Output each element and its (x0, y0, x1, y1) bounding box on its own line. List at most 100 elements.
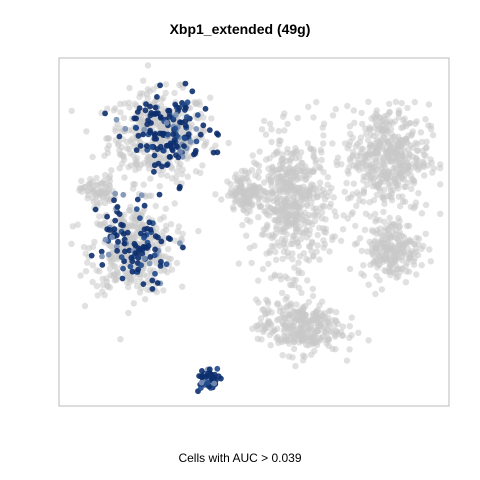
active-cell-point (121, 240, 128, 247)
background-cell-point (271, 271, 279, 278)
background-cell-point (379, 239, 386, 246)
background-cell-point (385, 121, 393, 128)
background-cell-point (162, 89, 169, 97)
background-cell-point (273, 317, 281, 324)
background-cell-point (90, 198, 98, 206)
background-cell-point (249, 152, 256, 159)
background-cell-point (358, 270, 365, 277)
background-cell-point (225, 139, 232, 147)
background-cell-point (81, 302, 89, 310)
background-cell-point (320, 120, 328, 128)
active-cell-point (147, 112, 154, 119)
background-cell-point (263, 210, 271, 218)
background-cell-point (276, 242, 283, 250)
background-cell-point (279, 320, 286, 328)
active-cell-point (137, 143, 144, 149)
background-cell-point (313, 308, 320, 315)
background-cell-point (106, 183, 114, 190)
background-cell-point (298, 289, 305, 297)
active-cell-point (133, 115, 140, 122)
active-cell-point (181, 143, 187, 150)
background-cell-point (358, 145, 365, 152)
background-cell-point (386, 109, 393, 116)
background-cell-point (320, 312, 327, 319)
background-cell-point (200, 114, 207, 121)
background-cell-point (353, 202, 360, 209)
background-cell-point (370, 113, 378, 120)
background-cell-point (234, 196, 241, 203)
background-cell-point (264, 298, 271, 305)
background-cell-point (346, 323, 353, 330)
background-cell-point (162, 81, 170, 88)
background-cell-point (275, 127, 282, 135)
background-cell-point (414, 147, 421, 154)
background-cell-point (429, 131, 437, 139)
active-cell-point (143, 143, 150, 149)
background-cell-point (140, 77, 147, 84)
background-cell-point (144, 286, 151, 293)
background-cell-point (323, 337, 330, 344)
background-cell-point (100, 193, 107, 200)
background-cell-point (99, 222, 107, 229)
background-cell-point (318, 156, 325, 164)
active-cell-point (137, 215, 143, 222)
background-cell-point (318, 298, 326, 305)
background-cell-point (259, 265, 267, 273)
active-cell-point (137, 246, 144, 253)
background-cell-point (331, 208, 338, 215)
background-cell-point (356, 235, 364, 242)
background-cell-point (364, 248, 371, 255)
background-cell-point (112, 105, 119, 112)
background-cell-point (437, 181, 444, 188)
background-cell-point (410, 205, 418, 212)
background-cell-point (388, 131, 395, 138)
background-cell-point (268, 169, 275, 176)
background-cell-point (104, 196, 112, 203)
background-cell-point (360, 188, 367, 195)
active-cell-point (170, 131, 177, 138)
background-cell-point (373, 191, 381, 199)
background-cell-point (387, 143, 394, 150)
background-cell-point (255, 299, 262, 306)
active-cell-point (122, 248, 128, 255)
background-cell-point (262, 325, 269, 332)
active-cell-point (184, 99, 191, 106)
background-cell-point (207, 94, 214, 101)
background-cell-point (102, 172, 109, 179)
background-cell-point (318, 149, 325, 156)
background-cell-point (167, 221, 175, 228)
active-cell-point (185, 131, 192, 138)
background-cell-point (184, 153, 191, 160)
background-cell-point (376, 114, 383, 121)
background-cell-point (127, 274, 134, 281)
background-cell-point (364, 162, 371, 169)
background-cell-point (413, 141, 421, 148)
background-cell-point (366, 144, 373, 151)
background-cell-point (264, 223, 271, 230)
background-cell-point (391, 163, 399, 170)
background-cell-point (294, 332, 301, 339)
active-cell-points (88, 80, 224, 395)
active-cell-point (187, 138, 194, 145)
background-cell-point (358, 247, 365, 255)
background-cell-point (426, 246, 433, 253)
active-cell-point (127, 263, 134, 270)
background-cell-point (171, 237, 179, 244)
background-cell-point (349, 209, 356, 216)
background-cell-point (255, 162, 263, 169)
active-cell-point (152, 270, 158, 277)
background-cell-point (412, 199, 420, 206)
active-cell-point (102, 110, 108, 117)
active-cell-point (113, 116, 120, 123)
background-cell-point (144, 62, 152, 69)
background-cell-point (260, 117, 268, 125)
background-cell-point (171, 200, 178, 207)
background-cell-point (388, 222, 396, 230)
background-cell-point (404, 104, 411, 112)
background-cell-point (345, 170, 352, 177)
background-cell-point (240, 207, 247, 214)
background-cell-point (351, 241, 359, 248)
active-cell-point (179, 153, 186, 160)
background-cell-point (250, 159, 258, 166)
active-cell-point (182, 123, 189, 129)
